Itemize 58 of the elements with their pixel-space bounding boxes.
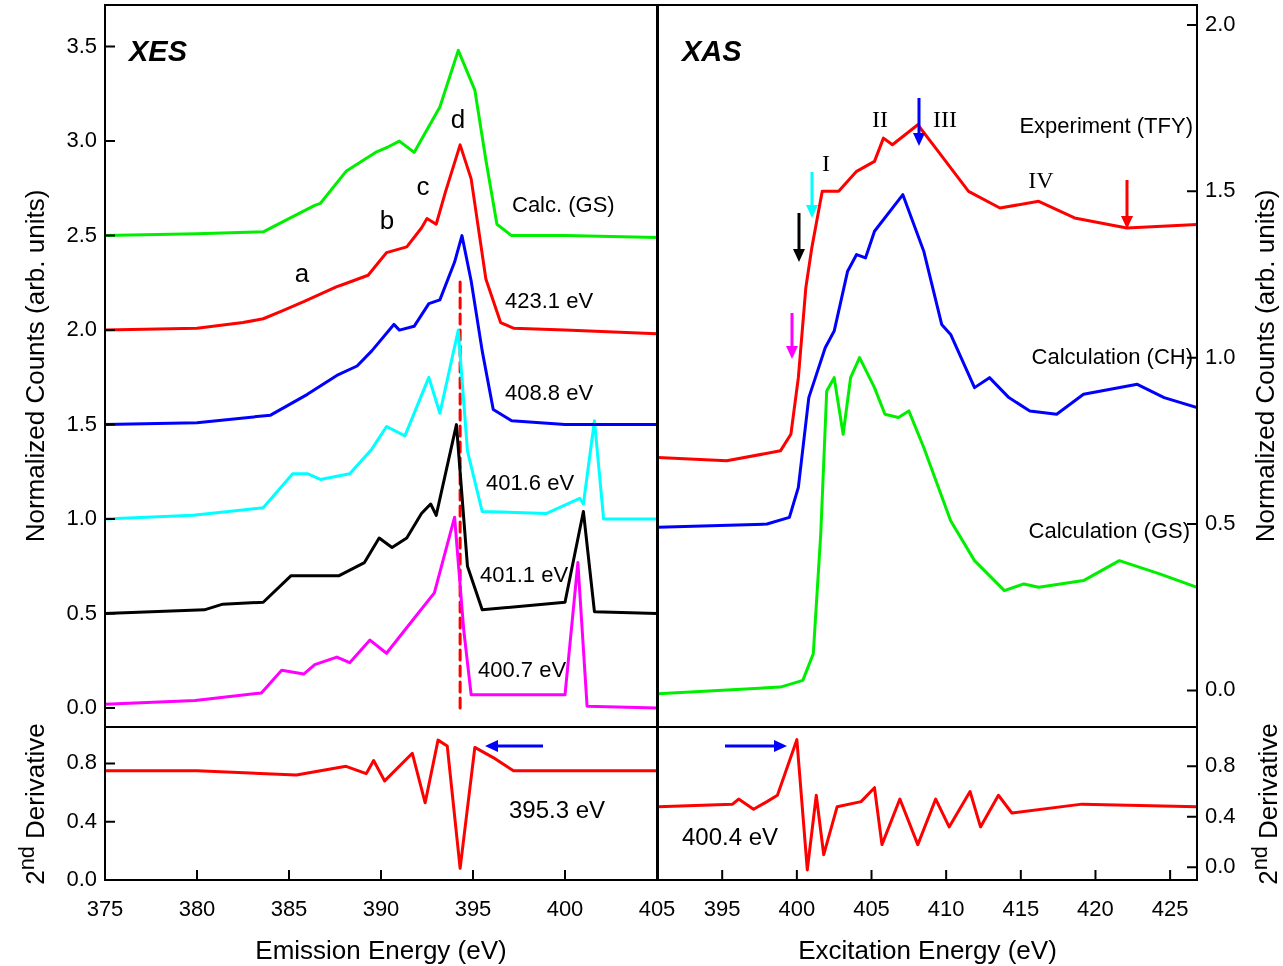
y-tick-label: 0.0 — [1205, 676, 1236, 702]
y-tick-label: 1.0 — [1205, 343, 1236, 369]
annotation: a — [294, 258, 310, 289]
x-tick-label: 425 — [1151, 896, 1189, 922]
x-tick-label: 405 — [853, 896, 890, 922]
x-tick-label: 420 — [1077, 896, 1114, 922]
series-label: 401.6 eV — [486, 470, 575, 496]
y-tick-label: 2.5 — [66, 221, 97, 247]
y-tick-label: 2.0 — [1205, 11, 1236, 37]
y-tick-label: 1.5 — [66, 410, 97, 436]
y-tick-label: 1.0 — [66, 505, 97, 531]
annotation: 400.4 eV — [681, 822, 779, 850]
y-axis-title: Normalized Counts (arb. units) — [20, 189, 50, 543]
series-label: Calc. (GS) — [512, 191, 615, 217]
x-tick-label: 395 — [454, 896, 492, 922]
y-tick-label: 0.4 — [66, 807, 97, 833]
y-tick-label: 0.5 — [66, 599, 97, 625]
y-tick-label: 0.8 — [1205, 752, 1236, 778]
text: Experiment (TFY) — [1019, 112, 1193, 138]
x-tick-label: 415 — [1002, 896, 1040, 922]
series-label: 408.8 eV — [505, 379, 594, 405]
x-tick-label: 405 — [638, 896, 676, 922]
text: XES — [127, 35, 188, 67]
x-tick-label: 385 — [270, 896, 308, 922]
y-tick-label: 0.0 — [66, 694, 97, 720]
x-tick-label: 400 — [778, 896, 816, 922]
x-tick-label: 410 — [927, 896, 965, 922]
annotation: II — [872, 106, 888, 133]
annotation: d — [450, 104, 466, 135]
annotation: III — [933, 106, 957, 133]
x-tick-label: 380 — [178, 896, 216, 922]
x-tick-label: 400 — [546, 896, 584, 922]
y-tick-label: 2.0 — [66, 316, 97, 342]
annotation: 395.3 eV — [508, 795, 606, 823]
text: XAS — [680, 35, 743, 67]
series-label: Calculation (GS) — [1028, 518, 1190, 544]
y-tick-label: 0.8 — [66, 749, 97, 775]
series-label: 423.1 eV — [505, 287, 594, 313]
annotation: IV — [1028, 167, 1055, 194]
y-tick-label: 3.5 — [66, 32, 97, 58]
series-label: Calculation (CH) — [1031, 343, 1193, 369]
annotation: I — [822, 150, 830, 177]
y-tick-label: 0.5 — [1205, 510, 1236, 536]
x-tick-label: 390 — [362, 896, 400, 922]
annotation: b — [379, 205, 395, 236]
x-axis-title: Excitation Energy (eV) — [798, 935, 1057, 965]
annotation: c — [416, 171, 430, 202]
y-tick-label: 0.4 — [1205, 802, 1236, 828]
x-tick-label: 375 — [86, 896, 124, 922]
y-axis-title: Normalized Counts (arb. units) — [1250, 189, 1280, 543]
y-tick-label: 0.0 — [1205, 853, 1236, 879]
y-tick-label: 0.0 — [66, 866, 97, 892]
series-label: 401.1 eV — [480, 561, 569, 587]
x-tick-label: 395 — [703, 896, 741, 922]
series-label: 400.7 eV — [478, 657, 567, 683]
y-tick-label: 1.5 — [1205, 177, 1236, 203]
x-axis-title: Emission Energy (eV) — [255, 935, 507, 965]
y-tick-label: 3.0 — [66, 127, 97, 153]
